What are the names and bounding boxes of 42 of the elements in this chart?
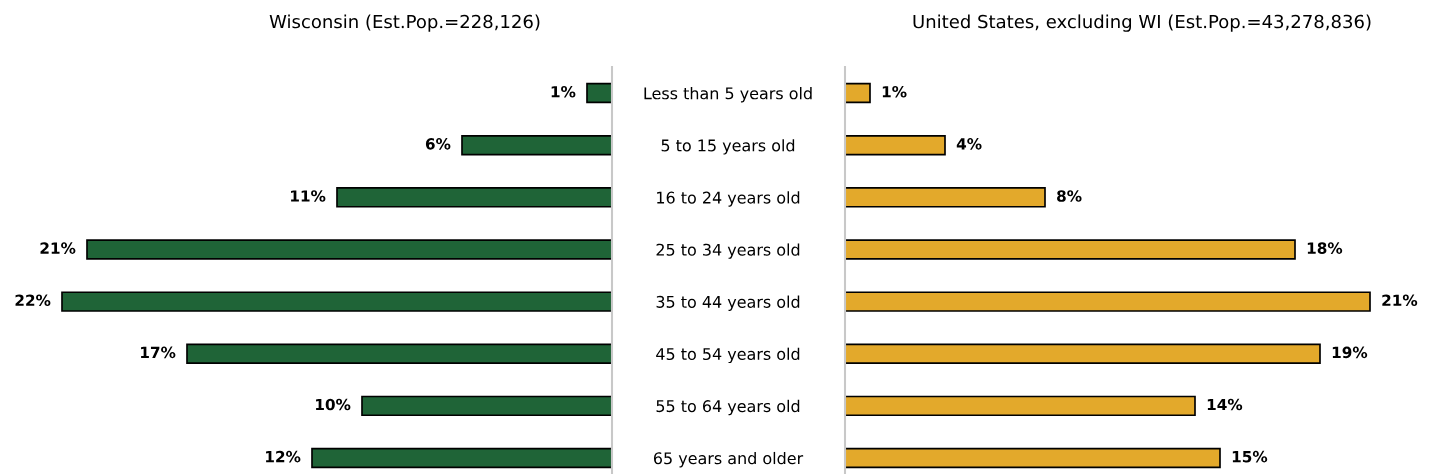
bar [186,343,612,364]
data-label: 1% [882,85,907,98]
bar [336,187,612,208]
bar [845,239,1296,260]
data-label: 10% [316,398,351,411]
bar [311,447,612,469]
bar [845,82,871,104]
data-label: 15% [1232,450,1268,463]
data-label: 8% [1057,190,1082,202]
bar [361,395,612,417]
data-label: 14% [1207,398,1243,411]
bar [845,134,946,156]
data-label: 17% [141,346,176,359]
bar [845,395,1196,417]
y-tick-label: 25 to 34 years old [656,243,800,259]
y-tick-label: 5 to 15 years old [661,139,795,155]
y-tick-label: 35 to 44 years old [656,295,800,311]
bar [845,343,1321,364]
bar [61,291,612,312]
data-label: 1% [551,85,576,98]
data-label: 11% [291,190,326,202]
chart-title: Wisconsin (Est.Pop.=228,126) [269,14,540,32]
bar [461,134,612,156]
y-tick-label: 55 to 64 years old [656,399,800,416]
data-label: 19% [1332,346,1368,359]
data-label: 12% [266,450,301,463]
bar [845,187,1046,208]
y-tick-label: 16 to 24 years old [657,191,800,207]
data-label: 18% [1307,242,1343,254]
bar [845,291,1371,312]
y-tick-label: 65 years and older [653,451,804,468]
y-tick-label: 45 to 54 years old [656,347,800,364]
bar [586,82,612,104]
data-label: 4% [956,138,982,150]
data-label: 6% [425,138,451,150]
bar [845,447,1221,469]
chart-title: United States, excluding WI (Est.Pop.=43,278,836) [913,14,1371,32]
y-tick-label: Less than 5 years old [644,87,812,103]
data-label: 21% [40,242,76,254]
data-label: 22% [15,294,51,307]
bar [86,239,612,260]
data-label: 21% [1382,294,1418,307]
